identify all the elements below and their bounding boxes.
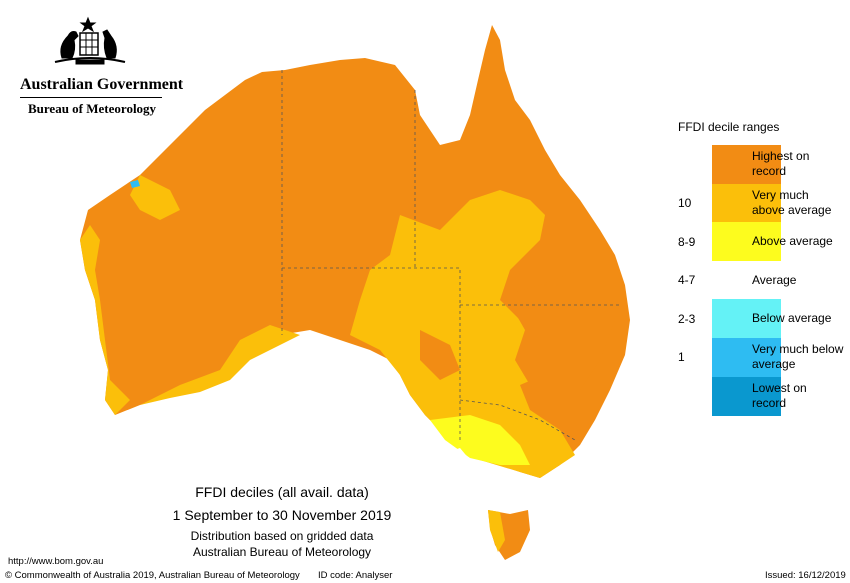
- legend-range: 1: [678, 350, 685, 365]
- legend-range: 10: [678, 195, 692, 210]
- map: [60, 25, 630, 560]
- legend-label: Very much above average: [752, 187, 832, 217]
- shield-lines: [80, 33, 98, 55]
- footer-id: ID code: Analyser: [318, 570, 393, 581]
- caption-title: FFDI deciles (all avail. data): [195, 484, 369, 500]
- east-zone: [350, 190, 575, 478]
- sw-coast: [140, 325, 300, 405]
- caption-period: 1 September to 30 November 2019: [172, 507, 392, 523]
- central-orange: [420, 330, 460, 380]
- legend-swatch: [712, 260, 781, 300]
- legend-swatch: [712, 222, 781, 262]
- coat-of-arms: [54, 16, 126, 65]
- legend-swatch: [712, 338, 781, 377]
- footer-issued: Issued: 16/12/2019: [765, 570, 846, 581]
- state-borders: [281, 70, 620, 441]
- legend-label: Very much below average: [752, 342, 844, 372]
- legend-label: Below average: [752, 311, 832, 326]
- legend-range: 4-7: [678, 273, 696, 288]
- shield: [79, 32, 99, 56]
- legend-label: Average: [752, 272, 797, 287]
- legend-range: 8-9: [678, 234, 696, 249]
- legend-swatch: [712, 299, 781, 339]
- victoria-white: [440, 448, 470, 465]
- government-name: Australian Government: [20, 76, 184, 93]
- legend-label: Highest on record: [752, 149, 810, 179]
- caption-line: Distribution based on gridded data: [190, 529, 374, 543]
- nw-blue: [130, 180, 140, 188]
- nsw-vic-border: [459, 399, 576, 441]
- emu: [102, 29, 117, 59]
- scroll: [75, 59, 105, 65]
- star: [79, 16, 97, 33]
- legend-label: Lowest on record: [752, 380, 807, 410]
- legend-swatch: [712, 145, 781, 184]
- victoria-yellow: [430, 415, 530, 465]
- caption-line: Australian Bureau of Meteorology: [192, 545, 372, 559]
- legend-title: FFDI decile ranges: [678, 120, 780, 134]
- wa-white: [60, 256, 78, 272]
- bureau-name: Bureau of Meteorology: [28, 101, 157, 116]
- footer-url: http://www.bom.gov.au: [8, 556, 104, 567]
- legend-range: 2-3: [678, 311, 696, 326]
- wattle: [54, 57, 126, 63]
- west-coast: [80, 225, 130, 415]
- header-rule: [20, 97, 162, 98]
- se-orange: [505, 270, 615, 395]
- legend-swatch: [712, 376, 781, 416]
- kangaroo: [60, 31, 79, 59]
- nw-zone: [130, 175, 180, 220]
- legend-swatch: [712, 183, 781, 223]
- legend-label: Above average: [752, 234, 833, 248]
- footer-copyright: © Commonwealth of Australia 2019, Austra…: [5, 570, 300, 581]
- tasmania-west: [488, 510, 505, 552]
